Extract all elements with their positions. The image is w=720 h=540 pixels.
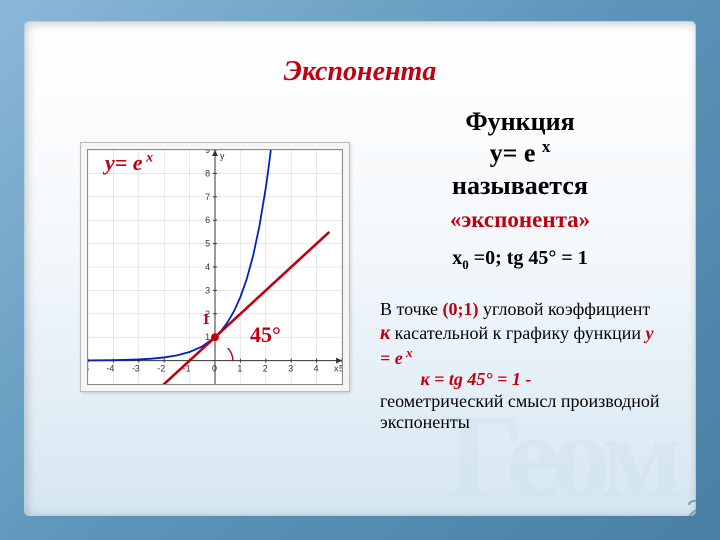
called-label: называется (380, 171, 660, 201)
svg-text:3: 3 (205, 285, 210, 295)
curve-label: у= е х (105, 150, 153, 176)
para-k: к (380, 322, 390, 344)
para-ktg: к = tg 45° = 1 - (421, 369, 532, 389)
svg-text:1: 1 (237, 364, 242, 374)
para-seg4: геометрический смысл производной экспоне… (380, 391, 659, 433)
chart-container: xy-5-4-3-2-1012345123456789 (80, 142, 350, 392)
svg-text:0: 0 (212, 364, 217, 374)
svg-text:2: 2 (263, 364, 268, 374)
one-label: 1 (202, 311, 210, 329)
yex-exp: х (403, 345, 413, 360)
svg-text:4: 4 (205, 262, 210, 272)
svg-text:-3: -3 (132, 364, 140, 374)
curve-label-exp: х (146, 151, 153, 166)
function-heading-2: у= е х (380, 137, 660, 169)
exp-chart: xy-5-4-3-2-1012345123456789 (88, 150, 342, 384)
curve-label-prefix: у= е (105, 150, 143, 175)
x0-seg1: х (452, 247, 462, 269)
svg-text:5: 5 (205, 239, 210, 249)
svg-text:-5: -5 (88, 364, 89, 374)
x0-seg2: =0; tg 45° = 1 (469, 247, 588, 269)
svg-text:9: 9 (205, 150, 210, 155)
para-seg2: угловой коэффициент (479, 299, 651, 319)
description-paragraph: В точке (0;1) угловой коэффициент к каса… (380, 299, 660, 434)
function-heading-1: Функция (380, 106, 660, 137)
svg-text:4: 4 (314, 364, 319, 374)
x0-line: х0 =0; tg 45° = 1 (380, 247, 660, 273)
page-title: Экспонента (25, 56, 695, 88)
svg-text:6: 6 (205, 215, 210, 225)
svg-text:-4: -4 (106, 364, 114, 374)
para-seg3: касательной к графику функции (390, 323, 641, 343)
svg-text:8: 8 (205, 168, 210, 178)
svg-text:-2: -2 (157, 364, 165, 374)
exponent-name: «экспонента» (380, 207, 660, 233)
para-point: (0;1) (443, 299, 479, 319)
func2-prefix: у= е (490, 139, 536, 168)
angle-label: 45° (250, 322, 281, 348)
svg-text:7: 7 (205, 192, 210, 202)
func2-exp: х (542, 137, 551, 156)
svg-text:5: 5 (339, 364, 342, 374)
svg-text:y: y (220, 151, 225, 161)
para-seg1: В точке (380, 299, 443, 319)
svg-text:3: 3 (288, 364, 293, 374)
